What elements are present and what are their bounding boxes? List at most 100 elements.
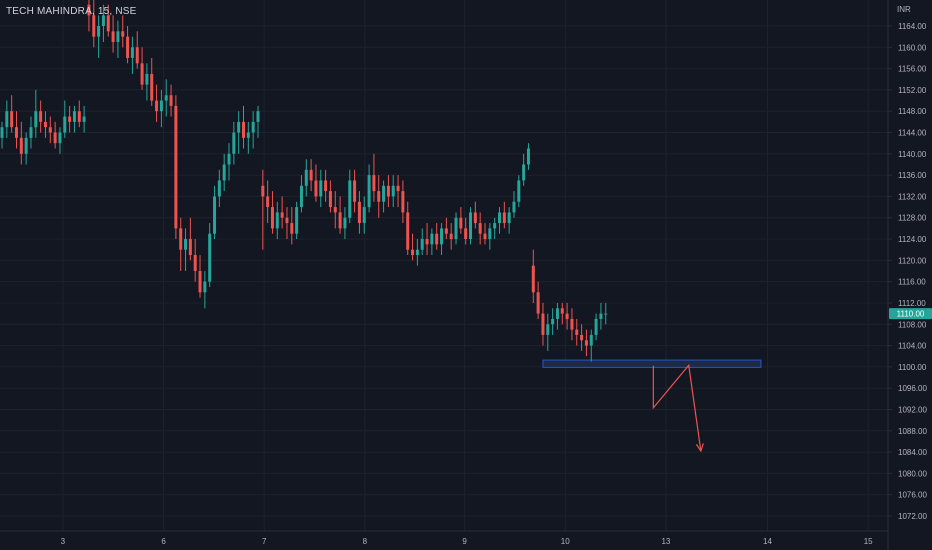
price-tick-label: 1132.00 xyxy=(898,192,927,201)
candle-body xyxy=(565,313,569,319)
candle-body xyxy=(604,313,608,315)
support-zone-rect xyxy=(542,359,762,368)
candle-body xyxy=(411,249,415,256)
candle-body xyxy=(34,111,38,128)
candle-body xyxy=(560,308,564,314)
candle-body xyxy=(295,207,299,234)
candle-body xyxy=(507,212,511,224)
candle-body xyxy=(396,185,400,192)
price-tick-label: 1144.00 xyxy=(898,129,927,138)
candle-body xyxy=(169,95,173,106)
candle-body xyxy=(415,249,419,256)
candle-body xyxy=(111,31,115,42)
candle-body xyxy=(179,228,183,250)
candle-body xyxy=(324,180,328,192)
candle-body xyxy=(454,217,458,240)
price-tick-label: 1092.00 xyxy=(898,405,927,414)
candle-body xyxy=(159,100,163,112)
candle-body xyxy=(97,26,101,37)
candle-body xyxy=(10,111,14,128)
candle-body xyxy=(319,180,323,197)
candle-body xyxy=(222,164,226,181)
time-tick-label: 9 xyxy=(462,537,467,546)
candle-body xyxy=(208,233,212,282)
candle-body xyxy=(580,334,584,341)
candle-body xyxy=(502,212,506,224)
candle-body xyxy=(546,324,550,335)
last-price-label: 1110.00 xyxy=(897,310,925,319)
time-axis[interactable]: 3 6 7 8 9 10 13 14 15 xyxy=(61,537,873,546)
projection-arrowhead xyxy=(695,443,704,453)
candle-body xyxy=(58,132,62,144)
candle-body xyxy=(121,31,125,37)
candle-body xyxy=(246,132,250,138)
candle-body xyxy=(357,201,361,224)
time-tick-label: 10 xyxy=(561,537,570,546)
candle-body xyxy=(43,121,47,128)
candle-body xyxy=(444,228,448,234)
candle-body xyxy=(425,239,429,245)
candle-body xyxy=(290,223,294,234)
candle-body xyxy=(483,233,487,240)
price-tick-label: 1136.00 xyxy=(898,171,927,180)
candle-body xyxy=(135,47,139,64)
candle-body xyxy=(488,228,492,240)
candle-body xyxy=(309,169,313,181)
candle-body xyxy=(251,121,255,133)
candle-body xyxy=(24,137,28,154)
price-tick-label: 1088.00 xyxy=(898,427,927,436)
time-tick-label: 3 xyxy=(61,537,66,546)
candle-body xyxy=(261,185,265,197)
candle-body xyxy=(237,121,241,133)
price-tick-label: 1140.00 xyxy=(898,150,927,159)
price-tick-label: 1152.00 xyxy=(898,86,927,95)
candle-body xyxy=(391,185,395,197)
candle-body xyxy=(270,207,274,229)
candle-body xyxy=(536,292,540,314)
candle-body xyxy=(478,223,482,234)
candle-body xyxy=(338,212,342,229)
candle-body xyxy=(256,111,260,122)
candle-body xyxy=(594,318,598,335)
price-tick-label: 1164.00 xyxy=(898,22,927,31)
candle-body xyxy=(193,255,197,271)
candle-body xyxy=(14,127,18,138)
candle-body xyxy=(213,196,217,234)
time-tick-label: 15 xyxy=(864,537,873,546)
candle-body xyxy=(473,212,477,224)
candle-body xyxy=(449,233,453,240)
price-axis[interactable]: 1164.00 1160.00 1156.00 1152.00 1148.00 1144.… xyxy=(888,22,927,521)
candle-body xyxy=(275,212,279,229)
candle-body xyxy=(299,185,303,208)
price-tick-label: 1108.00 xyxy=(898,320,927,329)
candle-body xyxy=(280,212,284,218)
candle-body xyxy=(541,313,545,335)
last-price-tag: 1110.00 xyxy=(889,308,932,320)
candle-body xyxy=(140,63,144,85)
candle-body xyxy=(217,180,221,197)
candle-body xyxy=(285,217,289,224)
candle-body xyxy=(343,217,347,229)
time-tick-label: 7 xyxy=(262,537,267,546)
candle-body xyxy=(377,191,381,202)
candle-body xyxy=(227,153,231,165)
candle-body xyxy=(386,185,390,197)
price-tick-label: 1080.00 xyxy=(898,469,927,478)
time-tick-label: 8 xyxy=(363,537,368,546)
candle-body xyxy=(87,4,91,16)
candle-body xyxy=(72,111,76,122)
candle-body xyxy=(106,15,110,32)
candle-body xyxy=(266,196,270,208)
support-zone xyxy=(542,359,762,368)
candle-body xyxy=(48,127,52,133)
symbol-title: TECH MAHINDRA, 15, NSE xyxy=(6,6,137,17)
candle-body xyxy=(39,111,43,122)
candle-body xyxy=(517,180,521,202)
price-tick-label: 1112.00 xyxy=(898,299,926,308)
candle-body xyxy=(188,239,192,256)
candle-body xyxy=(570,318,574,330)
projection-arrow xyxy=(652,363,704,453)
candle-body xyxy=(0,127,4,138)
price-tick-label: 1160.00 xyxy=(898,43,927,52)
